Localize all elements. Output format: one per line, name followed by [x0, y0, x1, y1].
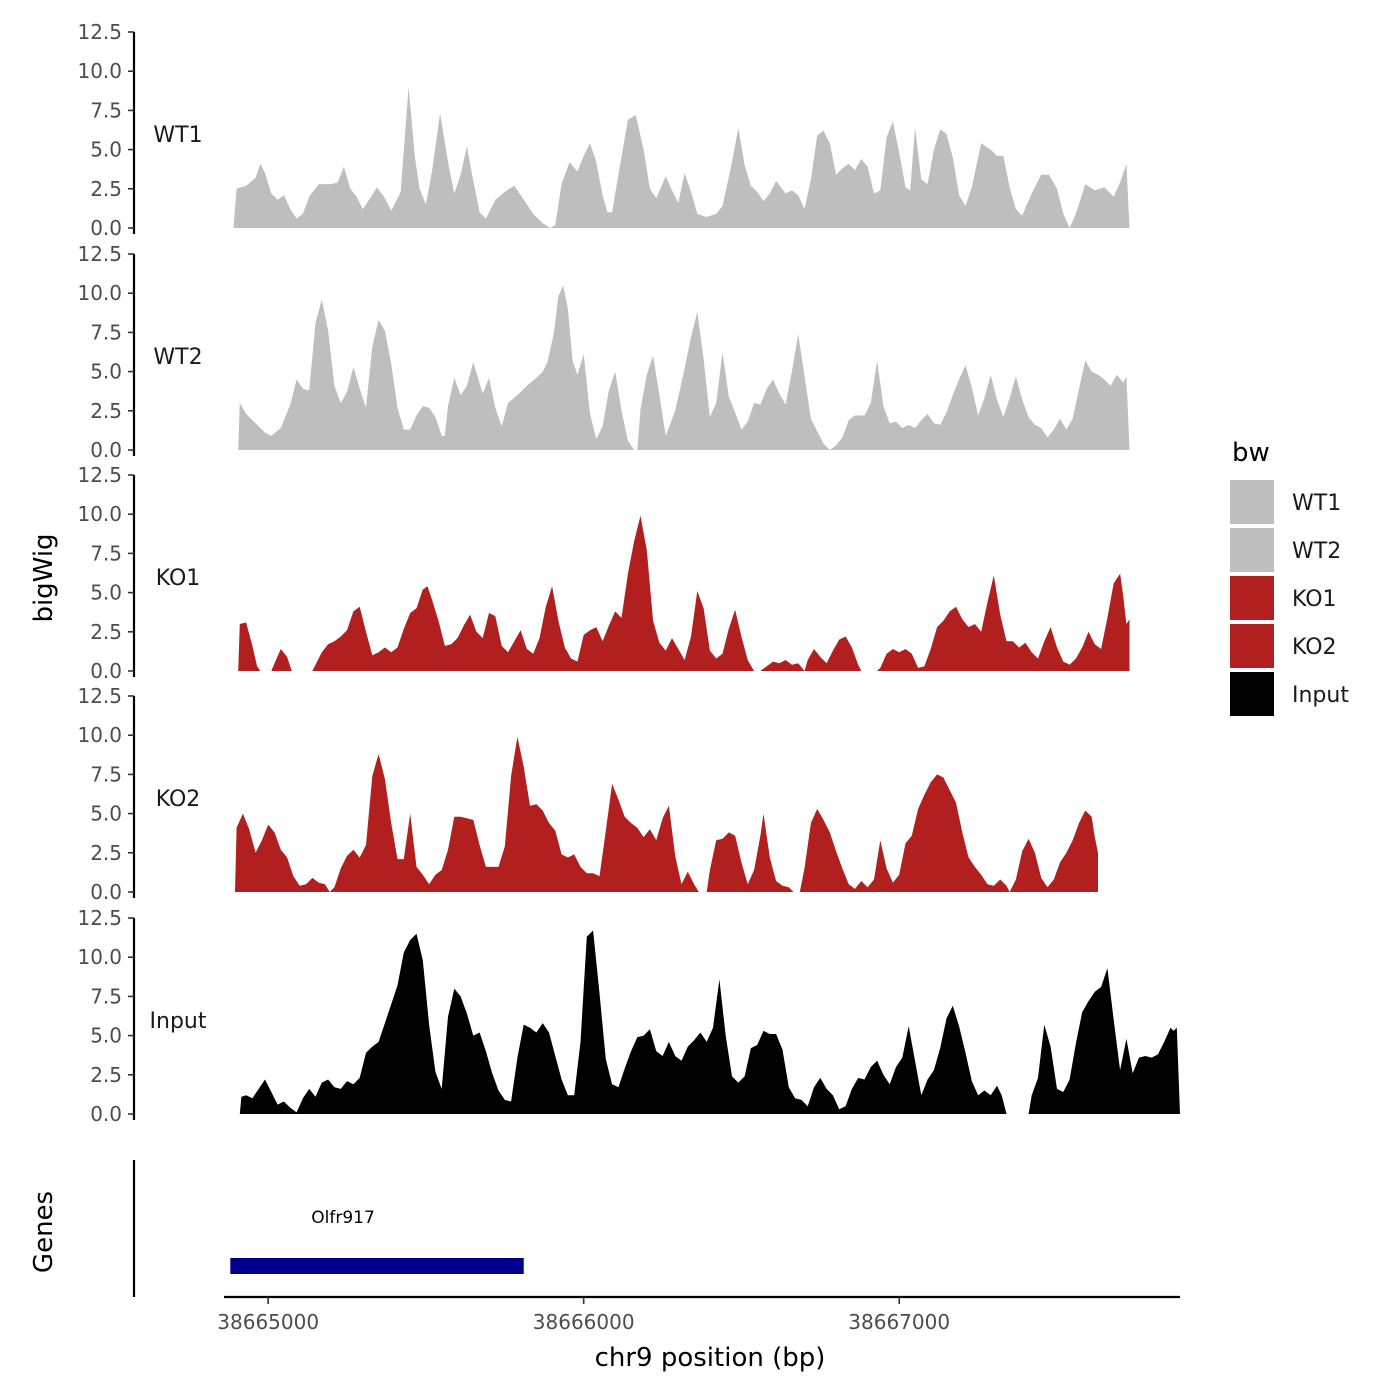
legend-label-wt2: WT2: [1292, 539, 1341, 564]
y-tick-label-wt1-0: 0.0: [90, 216, 122, 240]
legend-swatch-wt1: [1230, 480, 1274, 524]
y-tick-label-wt2-5: 12.5: [77, 242, 122, 266]
track-label-input: Input: [150, 1009, 207, 1034]
y-axis-title: bigWig: [29, 533, 59, 622]
gene-label-olfr917: Olfr917: [311, 1208, 375, 1228]
y-tick-label-input-3: 7.5: [90, 984, 122, 1008]
track-ko2: 0.0 2.5 5.0 7.5 10.0 12.5 KO2: [77, 684, 1098, 904]
y-tick-label-ko1-3: 7.5: [90, 541, 122, 565]
track-wt1: 0.0 2.5 5.0 7.5 10.0 12.5 WT1: [77, 20, 1130, 240]
area-ko2: [235, 736, 1098, 892]
area-wt1: [233, 86, 1130, 229]
x-axis-title: chr9 position (bp): [595, 1343, 826, 1373]
y-tick-label-wt1-4: 10.0: [77, 59, 122, 83]
bigwig-tracks: 0.0 2.5 5.0 7.5 10.0 12.5 WT1 0.0 2.5 5.0 7.5 10.0 1…: [77, 20, 1181, 1126]
legend-label-ko1: KO1: [1292, 587, 1337, 612]
y-tick-label-ko2-4: 10.0: [77, 723, 122, 747]
y-tick-label-ko1-1: 2.5: [90, 620, 122, 644]
y-tick-label-ko2-1: 2.5: [90, 841, 122, 865]
legend-swatch-input: [1230, 672, 1274, 716]
y-tick-label-wt1-1: 2.5: [90, 177, 122, 201]
y-tick-label-input-4: 10.0: [77, 945, 122, 969]
y-tick-label-wt2-0: 0.0: [90, 438, 122, 462]
y-tick-label-wt2-3: 7.5: [90, 320, 122, 344]
track-label-ko2: KO2: [156, 787, 201, 812]
area-ko1: [238, 515, 1130, 671]
track-label-ko1: KO1: [156, 566, 201, 591]
y-tick-label-ko2-5: 12.5: [77, 684, 122, 708]
gene-track-title: Genes: [29, 1191, 59, 1273]
track-wt2: 0.0 2.5 5.0 7.5 10.0 12.5 WT2: [77, 242, 1130, 462]
y-tick-label-input-0: 0.0: [90, 1102, 122, 1126]
track-label-wt1: WT1: [153, 123, 202, 148]
area-input: [239, 930, 1181, 1114]
legend-label-ko2: KO2: [1292, 635, 1337, 660]
legend-swatch-ko1: [1230, 576, 1274, 620]
x-tick-label-2: 38667000: [848, 1310, 950, 1334]
x-tick-label-0: 38665000: [217, 1310, 319, 1334]
legend-title: bw: [1232, 438, 1270, 468]
y-tick-label-ko2-3: 7.5: [90, 762, 122, 786]
y-tick-label-wt1-3: 7.5: [90, 98, 122, 122]
y-tick-label-ko1-2: 5.0: [90, 581, 122, 605]
legend-label-wt1: WT1: [1292, 491, 1341, 516]
x-tick-label-1: 38666000: [533, 1310, 635, 1334]
y-tick-label-input-5: 12.5: [77, 906, 122, 930]
track-ko1: 0.0 2.5 5.0 7.5 10.0 12.5 KO1: [77, 463, 1130, 683]
y-tick-label-input-1: 2.5: [90, 1063, 122, 1087]
y-tick-label-ko1-4: 10.0: [77, 502, 122, 526]
track-input: 0.0 2.5 5.0 7.5 10.0 12.5 Input: [77, 906, 1181, 1126]
legend-swatch-ko2: [1230, 624, 1274, 668]
area-wt2: [238, 285, 1130, 450]
y-tick-label-wt2-2: 5.0: [90, 360, 122, 384]
gene-bar-olfr917: [230, 1258, 524, 1274]
y-tick-label-input-2: 5.0: [90, 1024, 122, 1048]
y-tick-label-ko1-5: 12.5: [77, 463, 122, 487]
y-tick-label-wt1-2: 5.0: [90, 138, 122, 162]
y-tick-label-ko1-0: 0.0: [90, 659, 122, 683]
y-tick-label-wt2-1: 2.5: [90, 399, 122, 423]
y-tick-label-wt1-5: 12.5: [77, 20, 122, 44]
legend: bw WT1 WT2 KO1 KO2 Input: [1230, 438, 1349, 716]
legend-label-input: Input: [1292, 683, 1349, 708]
x-axis: 38665000 38666000 38667000: [217, 1295, 1180, 1334]
track-label-wt2: WT2: [153, 345, 202, 370]
y-tick-label-ko2-0: 0.0: [90, 880, 122, 904]
y-tick-label-wt2-4: 10.0: [77, 281, 122, 305]
gene-track: Olfr917: [132, 1160, 524, 1297]
y-tick-label-ko2-2: 5.0: [90, 802, 122, 826]
legend-swatch-wt2: [1230, 528, 1274, 572]
